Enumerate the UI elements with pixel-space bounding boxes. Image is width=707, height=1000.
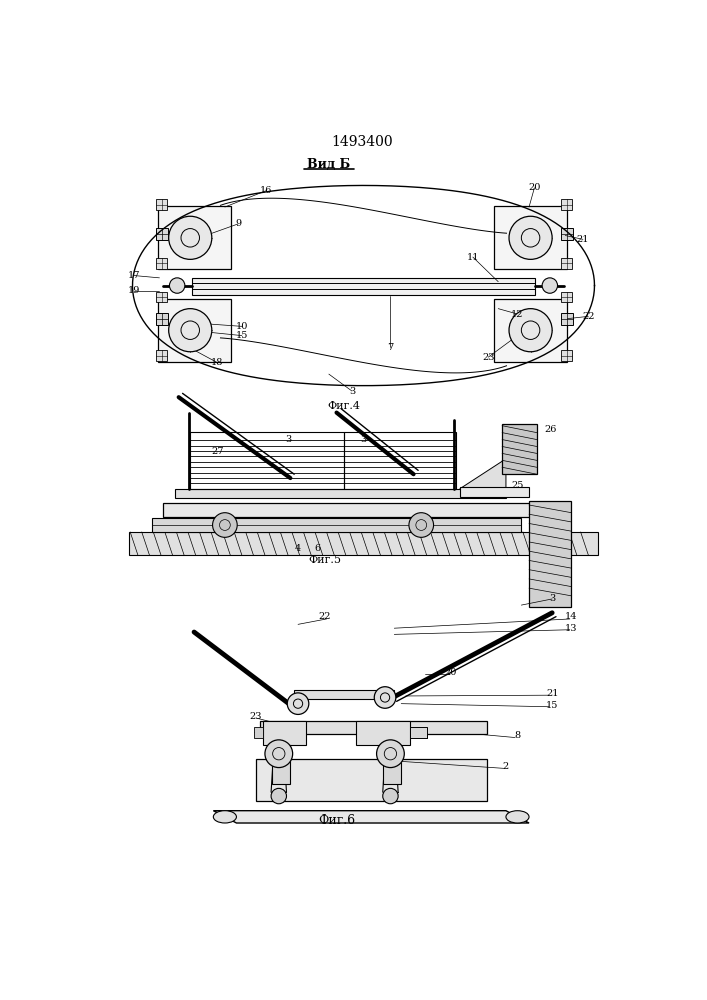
Bar [156, 199, 167, 210]
Bar [190, 432, 344, 489]
Bar [502, 424, 537, 474]
Text: 21: 21 [546, 689, 559, 698]
Circle shape [271, 788, 286, 804]
Text: Фиг.6: Фиг.6 [318, 814, 355, 827]
Bar [152, 518, 521, 532]
Bar [163, 503, 533, 517]
Polygon shape [460, 459, 506, 489]
Bar [272, 745, 291, 784]
Circle shape [382, 788, 398, 804]
Text: 1493400: 1493400 [331, 135, 393, 149]
Bar [561, 258, 572, 269]
Text: 23: 23 [250, 712, 262, 721]
Circle shape [169, 309, 212, 352]
Text: 16: 16 [259, 186, 272, 195]
Circle shape [213, 513, 238, 537]
Text: Фиг.5: Фиг.5 [308, 555, 341, 565]
Bar [409, 727, 426, 738]
Circle shape [374, 687, 396, 708]
Bar [561, 292, 572, 302]
Text: 10: 10 [235, 322, 248, 331]
Bar [561, 312, 573, 325]
Bar [156, 292, 167, 302]
Bar [156, 228, 168, 240]
Text: 6: 6 [314, 544, 320, 553]
Text: 3: 3 [549, 594, 555, 603]
Bar [158, 206, 231, 269]
Text: 26: 26 [544, 425, 557, 434]
Circle shape [287, 693, 309, 714]
Text: 17: 17 [128, 271, 140, 280]
Circle shape [542, 278, 558, 293]
Text: 3: 3 [286, 435, 292, 444]
Bar [529, 501, 571, 607]
Circle shape [265, 740, 293, 768]
Circle shape [170, 278, 185, 293]
Text: 21: 21 [577, 235, 589, 244]
Ellipse shape [506, 811, 529, 823]
Bar [493, 299, 567, 362]
Bar [192, 278, 535, 295]
Text: 20: 20 [444, 668, 457, 677]
Bar [294, 690, 395, 699]
Text: 8: 8 [515, 732, 520, 740]
Bar [344, 432, 456, 489]
Bar [561, 228, 573, 240]
Text: 4: 4 [295, 544, 301, 553]
Text: 27: 27 [211, 447, 223, 456]
Bar [259, 721, 486, 734]
Text: 2: 2 [503, 762, 509, 771]
Bar [254, 727, 264, 738]
Bar [382, 745, 402, 784]
Text: 20: 20 [528, 183, 541, 192]
Bar [256, 759, 486, 801]
Bar [561, 199, 572, 210]
Bar [129, 532, 598, 555]
Text: 12: 12 [511, 310, 524, 319]
Circle shape [169, 216, 212, 259]
Circle shape [509, 309, 552, 352]
Text: 9: 9 [235, 219, 241, 228]
Text: 18: 18 [211, 358, 223, 367]
Text: 3: 3 [361, 435, 367, 444]
Bar [460, 487, 529, 497]
Bar [561, 350, 572, 361]
Text: 14: 14 [565, 612, 578, 621]
Ellipse shape [214, 811, 236, 823]
Text: Вид Б: Вид Б [308, 158, 351, 171]
Bar [175, 489, 506, 498]
Text: 13: 13 [565, 624, 578, 633]
Bar [156, 350, 167, 361]
Circle shape [377, 740, 404, 768]
Text: 25: 25 [511, 481, 524, 490]
Bar [493, 206, 567, 269]
Bar [156, 312, 168, 325]
Text: 23: 23 [482, 353, 494, 362]
Text: 15: 15 [235, 331, 248, 340]
Polygon shape [214, 811, 529, 823]
Text: 22: 22 [582, 312, 595, 321]
Text: 22: 22 [319, 612, 332, 621]
Text: 19: 19 [128, 286, 140, 295]
Bar [264, 721, 305, 745]
Bar [356, 721, 409, 745]
Circle shape [509, 216, 552, 259]
Bar [158, 299, 231, 362]
Text: 3: 3 [349, 387, 355, 396]
Text: 11: 11 [467, 253, 479, 262]
Text: 15: 15 [546, 701, 559, 710]
Bar [156, 258, 167, 269]
Text: 7: 7 [387, 343, 394, 352]
Circle shape [409, 513, 433, 537]
Text: Фиг.4: Фиг.4 [328, 401, 361, 411]
